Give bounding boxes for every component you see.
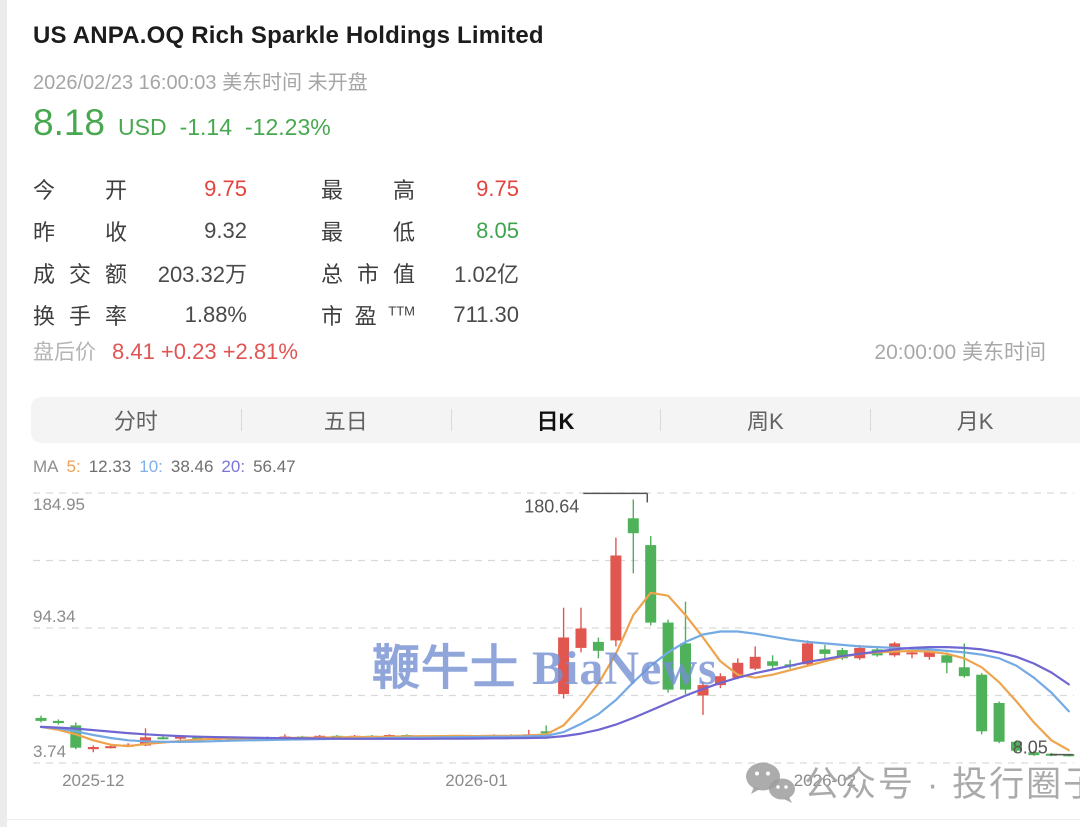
stat-cell-3: 最低 8.05 xyxy=(321,210,519,252)
tab-五日[interactable]: 五日 xyxy=(240,397,451,443)
stat-cell-4: 成交额 203.32万 xyxy=(33,252,247,294)
quote-timestamp: 2026/02/23 16:00:03 美东时间 未开盘 xyxy=(33,72,368,94)
after-hours-row: 盘后价 8.41 +0.23 +2.81% 20:00:00 美东时间 xyxy=(33,336,1046,366)
ma-period-1: 10: xyxy=(139,457,163,476)
ma-value-0: 12.33 xyxy=(88,457,132,476)
ma-period-0: 5: xyxy=(66,457,81,476)
stat-cell-7: 市盈TTM 711.30 xyxy=(321,294,519,336)
after-hours-time: 20:00:00 美东时间 xyxy=(874,341,1046,364)
svg-text:184.95: 184.95 xyxy=(33,495,85,514)
MA5 xyxy=(39,591,1070,752)
annotations: 180.64 8.05 xyxy=(524,492,1073,758)
stat-label: 最高 xyxy=(321,178,415,203)
price-change-pct: -12.23% xyxy=(245,114,331,140)
stat-cell-6: 换手率 1.88% xyxy=(33,294,247,336)
period-tabbar: 分时 五日 日K 周K 月K xyxy=(31,397,1080,443)
stat-label: 昨收 xyxy=(33,220,127,245)
after-hours-label: 盘后价 xyxy=(33,341,96,364)
candlestick-chart[interactable]: 184.95 94.34 3.74 2025-12 2026-01 2026-02 180.… xyxy=(0,480,1080,815)
currency-label: USD xyxy=(118,114,167,140)
ma-value-2: 56.47 xyxy=(253,457,296,476)
y-axis-labels: 184.95 94.34 3.74 xyxy=(33,495,85,761)
svg-text:3.74: 3.74 xyxy=(33,742,66,761)
tab-周K[interactable]: 周K xyxy=(660,397,870,443)
x-axis-labels: 2025-12 2026-01 2026-02 xyxy=(62,771,856,790)
stat-label: 换手率 xyxy=(33,304,127,329)
svg-text:94.34: 94.34 xyxy=(33,607,76,626)
svg-text:2026-02: 2026-02 xyxy=(794,771,856,790)
tab-日K[interactable]: 日K xyxy=(450,397,661,443)
price-change: -1.14 xyxy=(179,114,233,140)
ma-value-1: 38.46 xyxy=(170,457,214,476)
stat-value: 9.32 xyxy=(204,218,247,243)
stat-value: 9.75 xyxy=(204,176,247,201)
stat-label: 成交额 xyxy=(33,262,127,287)
MA10 xyxy=(39,630,1070,743)
bottom-divider xyxy=(0,819,1080,820)
stat-label: 总市值 xyxy=(321,262,415,287)
stat-value: 1.02亿 xyxy=(454,262,519,287)
stat-label: 市盈TTM xyxy=(321,303,415,329)
page-title: US ANPA.OQ Rich Sparkle Holdings Limited xyxy=(33,22,544,49)
stat-label: 今开 xyxy=(33,178,127,203)
stat-value: 8.05 xyxy=(476,218,519,243)
gridlines xyxy=(33,492,1074,764)
price-row: 8.18 USD -1.14 -12.23% xyxy=(33,102,331,144)
svg-text:2026-01: 2026-01 xyxy=(445,771,507,790)
ma-lines xyxy=(39,591,1070,752)
stat-value: 711.30 xyxy=(453,302,519,327)
stat-cell-1: 最高 9.75 xyxy=(321,168,519,210)
last-price: 8.18 xyxy=(33,102,106,143)
stat-cell-0: 今开 9.75 xyxy=(33,168,247,210)
tab-分时[interactable]: 分时 xyxy=(113,409,158,434)
MA20 xyxy=(39,646,1070,740)
ma-period-2: 20: xyxy=(221,457,246,476)
stat-cell-5: 总市值 1.02亿 xyxy=(321,252,519,294)
ma-legend-prefix: MA xyxy=(33,457,59,476)
tab-月K[interactable]: 月K xyxy=(870,397,1080,443)
left-edge-strip xyxy=(0,0,7,827)
stat-label: 最低 xyxy=(321,220,415,245)
ma-legend: MA 5: 12.33 10: 38.46 20: 56.47 xyxy=(33,457,296,477)
quote-stats-grid: 今开 9.75 最高 9.75 昨收 9.32 最低 8.05 成交额 203.32万 总市值 1.0… xyxy=(33,168,519,336)
stat-value: 1.88% xyxy=(184,302,247,327)
after-hours-value: 8.41 +0.23 +2.81% xyxy=(112,339,298,364)
stat-value: 9.75 xyxy=(476,176,519,201)
peak-label: 180.64 xyxy=(524,496,579,516)
stat-cell-2: 昨收 9.32 xyxy=(33,210,247,252)
low-label: 8.05 xyxy=(1013,738,1048,758)
svg-text:2025-12: 2025-12 xyxy=(62,771,124,790)
stat-value: 203.32万 xyxy=(157,262,247,287)
